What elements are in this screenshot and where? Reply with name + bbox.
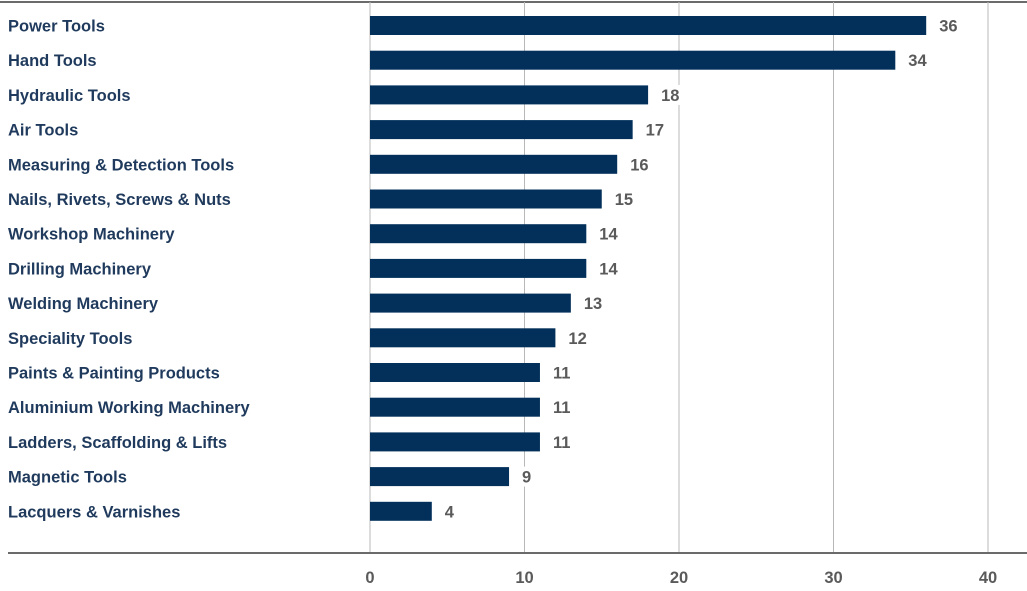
value-label-background [565,327,590,348]
value-label-background [658,84,683,105]
bar [370,363,540,382]
category-label: Ladders, Scaffolding & Lifts [8,434,227,452]
x-tick-label: 30 [824,569,842,587]
category-label: Measuring & Detection Tools [8,156,234,174]
category-label: Power Tools [8,18,105,36]
x-tick-label: 40 [979,569,997,587]
value-label: 11 [553,434,570,452]
category-label: Drilling Machinery [8,260,152,278]
bar [370,328,556,348]
bar [370,258,587,278]
value-label: 4 [445,503,455,521]
bar [370,467,510,487]
value-label-background [642,119,668,140]
value-label-background [519,466,535,487]
x-tick-label: 20 [670,569,688,587]
value-label-background [549,431,574,452]
value-label-background [611,189,637,209]
value-label: 14 [599,260,618,278]
value-label: 11 [553,365,570,383]
category-labels: Power Tools Hand Tools Hydraulic Tools Air … [8,18,251,522]
value-label-background [549,397,574,418]
bar [370,189,602,209]
bar [370,120,633,140]
category-label: Air Tools [8,122,78,140]
value-label: 9 [522,469,531,487]
value-label-background [549,362,574,383]
bar [370,154,618,174]
value-label-background [580,293,606,314]
value-label-background [905,50,931,71]
bar [370,397,540,417]
category-label: Nails, Rivets, Screws & Nuts [8,191,231,209]
value-label: 11 [553,399,570,417]
bar [370,224,587,244]
bar [370,85,649,105]
bar [370,50,896,70]
value-label: 36 [939,18,957,36]
bars [370,16,927,521]
bar [370,293,571,313]
bar [370,16,927,35]
value-label: 18 [661,87,679,105]
value-label-background [596,258,622,279]
bar [370,501,432,521]
value-label: 16 [630,156,648,174]
value-label-background [627,154,652,175]
x-tick-label: 10 [515,569,533,587]
category-label: Aluminium Working Machinery [8,399,251,417]
value-label: 13 [584,295,602,313]
category-label: Paints & Painting Products [8,365,220,383]
x-axis-tick-labels: 0 10 20 30 40 [365,569,997,587]
category-label: Speciality Tools [8,330,132,348]
value-labels: 36 34 18 17 16 15 14 14 13 12 11 11 11 9 4 [441,15,961,522]
value-label: 12 [568,330,586,348]
category-label: Hydraulic Tools [8,87,131,105]
category-label: Welding Machinery [8,295,159,313]
category-label: Lacquers & Varnishes [8,503,180,521]
value-label: 14 [599,226,618,244]
category-label: Workshop Machinery [8,226,175,244]
value-label-background [441,501,458,522]
value-label: 17 [646,122,664,140]
value-label: 34 [908,52,927,70]
x-tick-label: 0 [365,569,374,587]
value-label: 15 [615,191,633,209]
value-label-background [936,15,961,36]
category-label: Magnetic Tools [8,469,127,487]
bar [370,432,540,452]
value-label-background [596,223,622,244]
category-label: Hand Tools [8,52,97,70]
